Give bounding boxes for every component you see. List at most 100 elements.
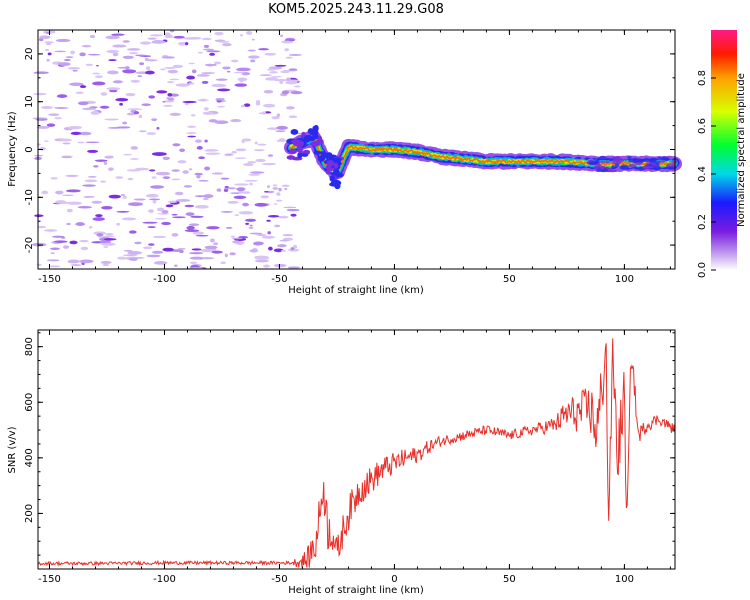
noise-blob: [194, 139, 202, 143]
spectrogram-x-label: Height of straight line (km): [288, 285, 424, 296]
noise-blob: [190, 215, 204, 218]
ridge-blob: [326, 160, 335, 167]
noise-blob: [50, 247, 60, 251]
noise-blob: [78, 131, 92, 136]
noise-blob: [293, 244, 298, 249]
noise-blob: [171, 178, 181, 181]
noise-blob: [148, 95, 155, 99]
noise-blob: [137, 75, 142, 78]
noise-blob: [249, 249, 259, 253]
noise-blob: [185, 42, 189, 46]
noise-blob: [202, 48, 214, 51]
noise-blob: [77, 206, 92, 209]
noise-blob: [220, 261, 227, 265]
noise-blob: [269, 71, 279, 74]
noise-blob: [177, 247, 186, 250]
noise-blob: [48, 113, 60, 116]
noise-blob: [278, 215, 289, 219]
noise-blob: [276, 113, 281, 117]
noise-blob: [126, 112, 136, 116]
noise-blob: [278, 187, 282, 192]
ridge-blob: [606, 169, 618, 173]
noise-blob: [189, 261, 198, 265]
noise-blob: [51, 235, 65, 238]
noise-blob: [249, 182, 253, 186]
snr-y-ticks: 200 400 600 800: [24, 332, 675, 556]
noise-blob: [87, 53, 101, 56]
noise-blob: [162, 247, 174, 252]
noise-blob: [223, 188, 229, 192]
snr-x-label: Height of straight line (km): [288, 585, 424, 596]
noise-blob: [202, 111, 214, 115]
noise-blob: [61, 194, 74, 197]
noise-blob: [79, 85, 87, 89]
noise-blob: [274, 64, 287, 67]
noise-blob: [41, 190, 49, 195]
noise-blob: [198, 98, 208, 102]
noise-blob: [284, 188, 288, 190]
noise-blob: [201, 80, 209, 84]
noise-blob: [36, 263, 42, 266]
noise-blob: [68, 67, 81, 70]
noise-blob: [172, 64, 184, 68]
noise-blob: [172, 216, 186, 219]
noise-blob: [62, 142, 71, 145]
noise-blob: [67, 259, 80, 264]
noise-blob: [171, 213, 178, 216]
noise-blob: [133, 198, 146, 201]
noise-blob: [162, 100, 166, 103]
noise-blob: [191, 248, 202, 251]
noise-blob: [100, 240, 112, 244]
noise-blob: [195, 234, 209, 237]
noise-blob: [200, 72, 216, 75]
noise-blob: [290, 213, 297, 217]
noise-blob: [175, 198, 191, 202]
noise-blob: [147, 226, 156, 229]
colorbar-label: Normalized spectral amplitude: [736, 73, 747, 227]
ridge-blob: [595, 158, 600, 164]
noise-blob: [201, 37, 212, 41]
noise-blob: [130, 79, 141, 83]
noise-blob: [126, 169, 141, 172]
spectrogram-y-ticks: -20 -10 0 10 20: [24, 29, 675, 270]
noise-blob: [258, 48, 270, 51]
noise-blob: [35, 118, 48, 121]
noise-blob: [214, 120, 229, 125]
noise-blob: [198, 179, 209, 182]
noise-blob: [92, 217, 105, 221]
noise-blob: [122, 69, 137, 74]
noise-blob: [242, 202, 250, 207]
ridge-blob: [598, 160, 611, 164]
noise-blob: [123, 153, 133, 156]
noise-blob: [167, 92, 173, 97]
noise-blob: [179, 249, 184, 254]
noise-blob: [142, 221, 158, 224]
noise-blob: [87, 175, 97, 178]
noise-blob: [241, 138, 252, 142]
noise-blob: [264, 52, 277, 56]
noise-blob: [37, 225, 47, 229]
ridge-blob: [290, 128, 299, 135]
noise-blob: [103, 161, 108, 166]
noise-blob: [75, 91, 84, 95]
noise-blob: [66, 222, 71, 226]
noise-blob: [245, 218, 257, 222]
noise-blob: [69, 240, 78, 245]
noise-blob: [38, 38, 44, 42]
noise-blob: [103, 238, 117, 241]
noise-blob: [263, 103, 276, 108]
noise-blob: [44, 48, 49, 52]
noise-blob: [92, 72, 101, 75]
noise-blob: [285, 80, 298, 85]
noise-blob: [194, 195, 206, 198]
noise-blob: [194, 172, 203, 176]
noise-blob: [184, 204, 195, 208]
noise-blob: [95, 214, 103, 218]
snr-x-ticks: -150 -100 -50 0 50 100: [38, 330, 671, 585]
noise-blob: [164, 66, 176, 69]
noise-blob: [108, 194, 121, 199]
noise-blob: [145, 70, 155, 75]
noise-blob: [206, 50, 221, 53]
noise-blob: [239, 34, 243, 37]
spectrogram-x-tick-label: -150: [38, 274, 61, 285]
